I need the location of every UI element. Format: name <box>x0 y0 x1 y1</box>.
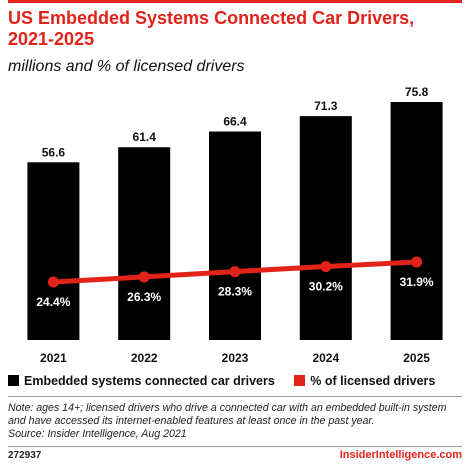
bar-2023 <box>209 131 261 340</box>
bar-series <box>27 102 443 340</box>
legend-item-line: % of licensed drivers <box>294 374 435 388</box>
line-label-2024: 30.2% <box>309 280 343 294</box>
x-tick-2025: 2025 <box>403 351 430 365</box>
footnote: Note: ages 14+; licensed drivers who dri… <box>8 402 464 441</box>
line-series <box>47 256 423 288</box>
line-label-2025: 31.9% <box>400 275 434 289</box>
legend-swatch-line <box>294 375 306 386</box>
chart-subtitle: millions and % of licensed drivers <box>8 58 245 75</box>
bar-label-2025: 75.8 <box>405 85 429 99</box>
bar-2024 <box>299 116 352 340</box>
note-text: Note: ages 14+; licensed drivers who dri… <box>8 402 447 427</box>
bar-2021 <box>27 162 80 340</box>
line-value-labels: 24.4% 26.3% 28.3% 30.2% 31.9% <box>36 275 434 309</box>
line-point-2025 <box>411 256 423 268</box>
legend-label-bars: Embedded systems connected car drivers <box>24 374 275 388</box>
chart-id: 272937 <box>8 450 42 461</box>
legend: Embedded systems connected car drivers %… <box>8 374 468 390</box>
line-point-2023 <box>229 266 241 278</box>
footer-divider <box>8 446 462 447</box>
brand-name: InsiderIntelligence.com <box>339 449 462 461</box>
x-tick-2024: 2024 <box>312 351 339 365</box>
top-accent-rule <box>8 0 462 3</box>
bar-2025 <box>390 102 443 340</box>
bar-label-2021: 56.6 <box>42 145 66 159</box>
line-label-2021: 24.4% <box>36 295 70 309</box>
line-point-2024 <box>320 261 332 273</box>
bar-label-2023: 66.4 <box>223 115 247 129</box>
line-point-2021 <box>47 276 59 288</box>
legend-label-line: % of licensed drivers <box>310 374 436 388</box>
bar-label-2022: 61.4 <box>133 130 157 144</box>
bar-label-2024: 71.3 <box>314 99 338 113</box>
x-tick-2021: 2021 <box>40 351 67 365</box>
note-divider <box>8 396 462 397</box>
line-label-2023: 28.3% <box>218 285 252 299</box>
x-tick-2023: 2023 <box>222 351 249 365</box>
chart-title: US Embedded Systems Connected Car Driver… <box>8 8 415 49</box>
combo-chart: 56.6 61.4 66.4 71.3 75.8 24.4% 26.3% 28.3% 30.2… <box>27 85 443 365</box>
line-label-2022: 26.3% <box>127 290 161 304</box>
x-axis-ticks: 2021 2022 2023 2024 2025 <box>40 351 430 365</box>
source-text: Source: Insider Intelligence, Aug 2021 <box>8 428 187 440</box>
legend-swatch-bars <box>8 375 19 386</box>
legend-item-bars: Embedded systems connected car drivers <box>8 374 275 388</box>
x-tick-2022: 2022 <box>131 351 158 365</box>
bar-2022 <box>118 147 171 340</box>
bar-value-labels: 56.6 61.4 66.4 71.3 75.8 <box>42 85 429 159</box>
line-point-2022 <box>138 271 150 283</box>
